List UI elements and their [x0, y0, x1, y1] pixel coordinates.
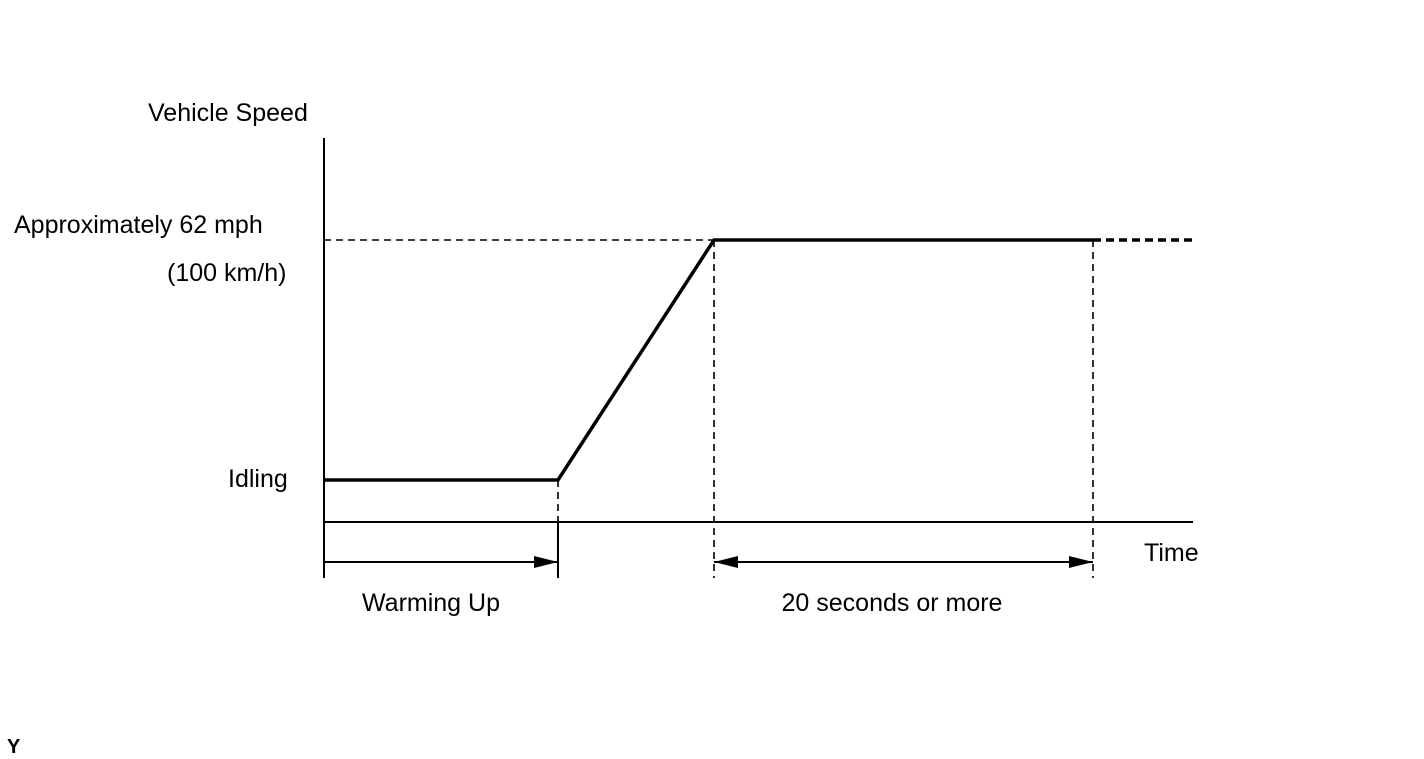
- speed-profile: [324, 238, 1093, 482]
- corner-mark: Y: [7, 736, 21, 758]
- x-axis-label: Time: [1144, 539, 1199, 567]
- level-label: Approximately 62 mph: [14, 211, 263, 239]
- level-label: Idling: [228, 465, 288, 493]
- phase-label: Warming Up: [362, 589, 500, 617]
- y-axis-label: Vehicle Speed: [148, 99, 308, 127]
- level-label: (100 km/h): [167, 259, 286, 287]
- phase-label: 20 seconds or more: [782, 589, 1003, 617]
